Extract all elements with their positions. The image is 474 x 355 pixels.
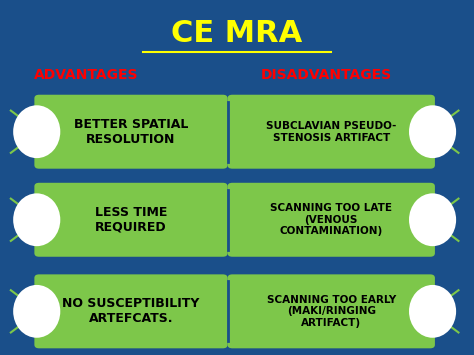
FancyBboxPatch shape [35,183,228,257]
Text: SCANNING TOO LATE
(VENOUS
CONTAMINATION): SCANNING TOO LATE (VENOUS CONTAMINATION) [270,203,392,236]
FancyBboxPatch shape [228,95,435,169]
Ellipse shape [13,193,60,246]
Text: CE MRA: CE MRA [172,18,302,48]
Ellipse shape [409,105,456,158]
Text: SCANNING TOO EARLY
(MAKI/RINGING
ARTIFACT): SCANNING TOO EARLY (MAKI/RINGING ARTIFAC… [266,295,396,328]
Text: SUBCLAVIAN PSEUDO-
STENOSIS ARTIFACT: SUBCLAVIAN PSEUDO- STENOSIS ARTIFACT [266,121,396,142]
FancyBboxPatch shape [35,95,228,169]
Text: ADVANTAGES: ADVANTAGES [34,69,138,82]
FancyBboxPatch shape [35,274,228,348]
Ellipse shape [13,285,60,338]
Text: LESS TIME
REQUIRED: LESS TIME REQUIRED [95,206,167,234]
Text: BETTER SPATIAL
RESOLUTION: BETTER SPATIAL RESOLUTION [74,118,188,146]
Ellipse shape [409,285,456,338]
Text: NO SUSCEPTIBILITY
ARTEFCATS.: NO SUSCEPTIBILITY ARTEFCATS. [62,297,200,325]
Ellipse shape [409,193,456,246]
FancyBboxPatch shape [228,183,435,257]
Ellipse shape [13,105,60,158]
FancyBboxPatch shape [228,274,435,348]
Text: DISADVANTAGES: DISADVANTAGES [261,69,392,82]
